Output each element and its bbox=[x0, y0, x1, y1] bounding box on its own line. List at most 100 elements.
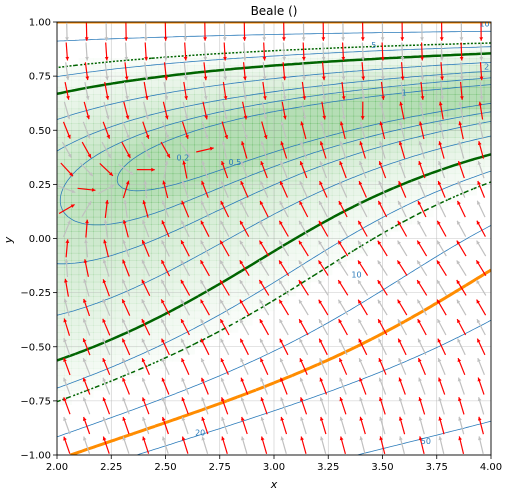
heat-cell bbox=[137, 188, 145, 196]
heat-cell bbox=[245, 217, 253, 225]
heat-cell bbox=[202, 311, 210, 319]
x-tick-label: 3.25 bbox=[317, 462, 339, 473]
heat-cell bbox=[173, 217, 181, 225]
heat-cell bbox=[209, 116, 217, 124]
heat-cell bbox=[209, 137, 217, 145]
heat-cell bbox=[252, 195, 260, 203]
heat-cell bbox=[166, 296, 174, 304]
heat-cell bbox=[122, 231, 130, 239]
heat-cell bbox=[484, 123, 492, 131]
heat-cell bbox=[252, 145, 260, 153]
heat-cell bbox=[71, 123, 79, 131]
heat-cell bbox=[310, 109, 318, 117]
heat-cell bbox=[252, 116, 260, 124]
heat-cell bbox=[404, 145, 412, 153]
heat-cell bbox=[144, 195, 152, 203]
heat-cell bbox=[64, 246, 72, 254]
heat-cell bbox=[281, 296, 289, 304]
heat-cell bbox=[281, 195, 289, 203]
heat-cell bbox=[231, 137, 239, 145]
heat-cell bbox=[274, 80, 282, 88]
heat-cell bbox=[296, 130, 304, 138]
heat-cell bbox=[115, 188, 123, 196]
contour-label: 1 bbox=[402, 89, 407, 98]
heat-cell bbox=[310, 44, 318, 52]
heat-cell bbox=[375, 152, 383, 160]
x-tick-label: 3.50 bbox=[371, 462, 393, 473]
heat-cell bbox=[129, 231, 137, 239]
heat-cell bbox=[151, 224, 159, 232]
heat-cell bbox=[194, 246, 202, 254]
heat-cell bbox=[462, 87, 470, 95]
heat-cell bbox=[310, 239, 318, 247]
heat-cell bbox=[455, 174, 463, 182]
heat-cell bbox=[187, 145, 195, 153]
heat-cell bbox=[267, 145, 275, 153]
heat-cell bbox=[194, 94, 202, 102]
contour-label: 10 bbox=[479, 19, 489, 28]
heat-cell bbox=[93, 116, 101, 124]
heat-cell bbox=[144, 296, 152, 304]
heat-cell bbox=[100, 217, 108, 225]
heat-cell bbox=[57, 267, 65, 275]
heat-cell bbox=[173, 188, 181, 196]
heat-cell bbox=[209, 58, 217, 66]
heat-cell bbox=[151, 217, 159, 225]
heat-cell bbox=[166, 195, 174, 203]
heat-cell bbox=[267, 94, 275, 102]
heat-cell bbox=[166, 166, 174, 174]
heat-cell bbox=[93, 166, 101, 174]
heat-cell bbox=[93, 231, 101, 239]
heat-cell bbox=[129, 275, 137, 283]
heat-cell bbox=[267, 217, 275, 225]
heat-cell bbox=[426, 80, 434, 88]
heat-cell bbox=[274, 166, 282, 174]
heat-cell bbox=[252, 94, 260, 102]
heat-cell bbox=[288, 174, 296, 182]
heat-cell bbox=[288, 123, 296, 131]
heat-cell bbox=[115, 116, 123, 124]
heat-cell bbox=[194, 231, 202, 239]
heat-cell bbox=[310, 159, 318, 167]
heat-cell bbox=[288, 260, 296, 268]
heat-cell bbox=[484, 80, 492, 88]
heat-cell bbox=[368, 123, 376, 131]
heat-cell bbox=[484, 159, 492, 167]
heat-cell bbox=[397, 65, 405, 73]
heat-cell bbox=[238, 231, 246, 239]
heat-cell bbox=[93, 267, 101, 275]
heat-cell bbox=[288, 210, 296, 218]
heat-cell bbox=[390, 65, 398, 73]
heat-cell bbox=[180, 311, 188, 319]
heat-cell bbox=[137, 87, 145, 95]
heat-cell bbox=[57, 303, 65, 311]
contour-label: 50 bbox=[421, 437, 431, 446]
heat-cell bbox=[404, 109, 412, 117]
heat-cell bbox=[187, 224, 195, 232]
heat-cell bbox=[317, 231, 325, 239]
heat-cell bbox=[71, 109, 79, 117]
heat-cell bbox=[404, 80, 412, 88]
heat-cell bbox=[245, 101, 253, 109]
heat-cell bbox=[209, 195, 217, 203]
heat-cell bbox=[151, 159, 159, 167]
heat-cell bbox=[288, 166, 296, 174]
heat-cell bbox=[252, 166, 260, 174]
heat-cell bbox=[411, 159, 419, 167]
heat-cell bbox=[64, 217, 72, 225]
heat-cell bbox=[79, 267, 87, 275]
heat-cell bbox=[57, 253, 65, 261]
heat-cell bbox=[137, 311, 145, 319]
heat-cell bbox=[57, 224, 65, 232]
heat-cell bbox=[93, 325, 101, 333]
heat-cell bbox=[296, 188, 304, 196]
heat-cell bbox=[79, 116, 87, 124]
heat-cell bbox=[426, 65, 434, 73]
heat-cell bbox=[354, 109, 362, 117]
heat-cell bbox=[354, 116, 362, 124]
heat-cell bbox=[158, 195, 166, 203]
heat-cell bbox=[129, 210, 137, 218]
heat-cell bbox=[93, 260, 101, 268]
heat-cell bbox=[86, 210, 94, 218]
heat-cell bbox=[238, 80, 246, 88]
